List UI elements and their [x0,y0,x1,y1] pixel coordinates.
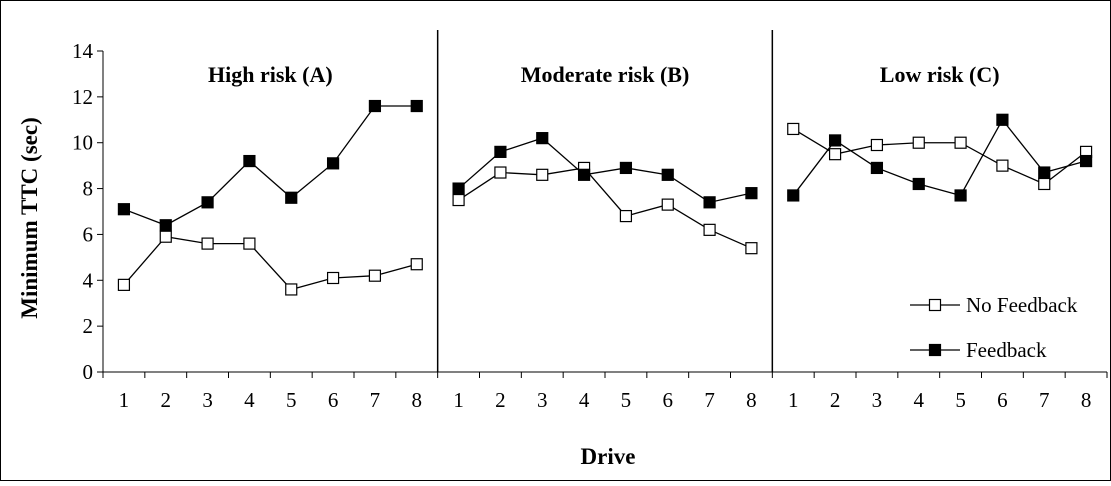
x-tick-label: 3 [872,388,883,412]
y-tick-label: 6 [83,222,94,246]
feedback-point [368,99,382,113]
feedback-line [458,137,752,204]
no-feedback-point [787,122,800,136]
no-feedback-point [326,271,340,285]
legend-filled-square-icon [928,343,942,357]
x-tick-label: 2 [495,388,506,412]
y-tick-label: 0 [83,360,94,384]
no-feedback-line [458,167,752,249]
y-tick-label: 10 [72,131,93,155]
no-feedback-point [117,278,131,291]
no-feedback-line [792,128,1087,185]
no-feedback-point [619,209,633,223]
feedback-point [577,168,591,181]
x-tick-label: 2 [161,388,172,412]
feedback-point [661,168,674,181]
x-tick-label: 6 [328,388,339,412]
no-feedback-point [159,230,172,243]
feedback-point [745,187,758,200]
panel-title: Low risk (C) [880,62,1000,87]
legend-label: No Feedback [966,293,1078,317]
no-feedback-point [285,283,298,296]
x-tick-label: 8 [746,388,757,412]
no-feedback-point [410,258,423,271]
feedback-point [619,161,633,175]
feedback-point [703,196,716,209]
no-feedback-point [368,269,382,282]
x-tick-label: 5 [955,388,966,412]
no-feedback-point [1038,177,1051,191]
legend: No Feedback Feedback [910,293,1078,362]
no-feedback-point [536,168,549,181]
no-feedback-line [123,236,417,291]
legend-hollow-square-icon [928,298,942,312]
feedback-point [912,177,925,191]
feedback-point [828,134,842,147]
legend-label: Feedback [966,338,1047,362]
x-tick-label: 2 [830,388,841,412]
feedback-point [1038,166,1051,179]
feedback-point [787,189,800,202]
feedback-point [536,132,549,145]
feedback-point [996,113,1009,126]
feedback-line [792,118,1087,197]
x-tick-label: 6 [997,388,1008,412]
no-feedback-point [661,198,674,211]
x-axis-title: Drive [581,444,636,469]
no-feedback-point [703,223,716,236]
x-tick-label: 7 [1039,388,1050,412]
no-feedback-point [745,242,758,255]
feedback-point [285,191,298,204]
feedback-point [243,154,256,168]
y-tick-label: 8 [83,177,94,201]
no-feedback-point [201,237,214,250]
x-tick-label: 7 [704,388,715,412]
x-tick-label: 4 [914,388,925,412]
no-feedback-point [996,159,1009,172]
feedback-point [410,99,423,113]
x-tick-label: 7 [370,388,381,412]
feedback-point [1079,154,1093,168]
feedback-point [326,157,340,170]
feedback-point [494,145,507,158]
y-axis-title: Minimum TTC (sec) [17,117,42,318]
x-tick-label: 4 [579,388,590,412]
no-feedback-point [954,136,967,149]
no-feedback-point [452,193,465,207]
x-tick-label: 3 [537,388,548,412]
x-tick-label: 6 [663,388,674,412]
x-tick-label: 1 [119,388,130,412]
no-feedback-point [828,148,842,161]
y-tick-label: 14 [72,39,94,63]
x-tick-label: 1 [453,388,464,412]
panel-title: High risk (A) [208,62,333,87]
y-tick-label: 4 [83,268,94,292]
no-feedback-point [870,138,884,152]
no-feedback-point [912,136,925,149]
feedback-point [159,219,172,232]
x-tick-label: 4 [244,388,255,412]
feedback-point [201,196,214,209]
feedback-point [452,182,465,195]
y-tick-label: 2 [83,314,94,338]
x-tick-label: 3 [202,388,213,412]
x-tick-label: 5 [286,388,297,412]
x-tick-label: 8 [412,388,423,412]
feedback-line [123,105,417,226]
feedback-point [117,203,131,216]
no-feedback-point [494,166,507,179]
feedback-point [954,189,967,202]
no-feedback-point [243,237,256,250]
feedback-point [870,161,884,175]
x-tick-label: 8 [1081,388,1092,412]
x-tick-label: 5 [621,388,632,412]
y-tick-label: 12 [72,85,93,109]
x-tick-label: 1 [788,388,799,412]
panel-title: Moderate risk (B) [521,62,690,87]
